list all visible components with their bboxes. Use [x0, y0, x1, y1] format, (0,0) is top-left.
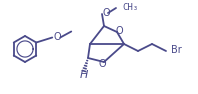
Text: Br: Br: [171, 45, 182, 55]
Text: O: O: [53, 33, 61, 42]
Text: O: O: [98, 59, 106, 69]
Text: CH₃: CH₃: [122, 3, 138, 13]
Text: O: O: [102, 8, 110, 18]
Text: H: H: [80, 70, 88, 80]
Text: O: O: [115, 26, 123, 36]
